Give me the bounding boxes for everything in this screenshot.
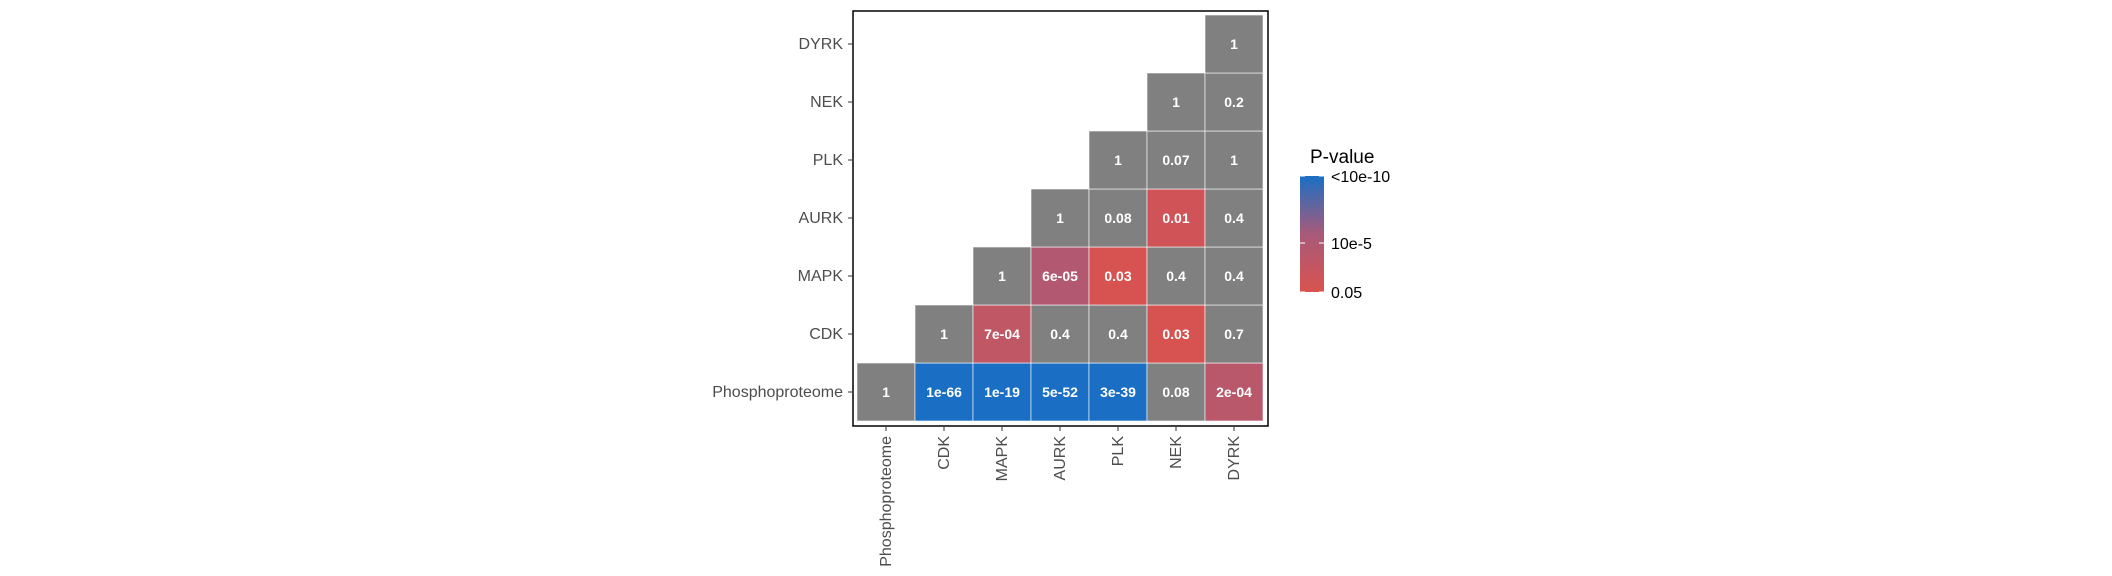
heatmap-cell [1204, 246, 1264, 306]
cell-value-label: 0.03 [1162, 326, 1189, 342]
heatmap-cell [1204, 362, 1264, 422]
heatmap-cell [1088, 130, 1148, 190]
cell-value-label: 1e-66 [926, 384, 962, 400]
cell-value-label: 0.4 [1108, 326, 1128, 342]
heatmap-cells: 1 1e-66 1e-19 5e-52 3e-39 0.08 2e-04 1 7e-04 0.4 0… [856, 14, 1264, 422]
cell-value-label: 0.01 [1162, 210, 1189, 226]
heatmap-cell [1030, 246, 1090, 306]
cell-value-label: 0.4 [1166, 268, 1186, 284]
cell-value-label: 0.03 [1104, 268, 1131, 284]
heatmap-cell [972, 362, 1032, 422]
cell-value-label: 0.4 [1224, 268, 1244, 284]
x-tick-label: DYRK [1226, 436, 1243, 481]
x-tick-label: Phosphoproteome [878, 436, 895, 567]
cell-value-label: 5e-52 [1042, 384, 1078, 400]
y-tick-label: Phosphoproteome [712, 384, 843, 401]
y-tick-label: DYRK [799, 36, 844, 53]
x-axis: Phosphoproteome CDK MAPK AURK PLK NEK DYRK [878, 426, 1243, 567]
legend-title: P-value [1310, 147, 1374, 168]
cell-value-label: 1 [998, 268, 1006, 284]
cell-value-label: 6e-05 [1042, 268, 1078, 284]
cell-value-label: 1 [1230, 152, 1238, 168]
x-tick-label: PLK [1110, 436, 1127, 467]
heatmap-cell [856, 362, 916, 422]
heatmap-cell [972, 246, 1032, 306]
legend-labels: <10e-10 10e-5 0.05 [1300, 169, 1390, 302]
heatmap-cell [1146, 304, 1206, 364]
cell-value-label: 0.4 [1050, 326, 1070, 342]
cell-value-label: 0.2 [1224, 94, 1244, 110]
heatmap-cell [1030, 304, 1090, 364]
cell-value-label: 1 [1172, 94, 1180, 110]
y-tick-label: NEK [810, 94, 843, 111]
x-tick-label: AURK [1052, 436, 1069, 481]
heatmap-cell [1088, 246, 1148, 306]
cell-value-label: 1 [1056, 210, 1064, 226]
heatmap-cell [1088, 188, 1148, 248]
heatmap-cell [1146, 188, 1206, 248]
heatmap-cell [1204, 14, 1264, 74]
heatmap-cell [1146, 246, 1206, 306]
heatmap-cell [914, 304, 974, 364]
legend-label: 10e-5 [1331, 236, 1372, 253]
cell-value-label: 1 [940, 326, 948, 342]
heatmap-cell [1146, 72, 1206, 132]
heatmap-cell [1088, 304, 1148, 364]
legend: P-value <10e-10 10e-5 0.05 [1300, 147, 1390, 302]
heatmap-cell [1204, 130, 1264, 190]
x-tick-label: CDK [936, 436, 953, 470]
cell-value-label: 0.4 [1224, 210, 1244, 226]
heatmap-cell [1204, 72, 1264, 132]
cell-value-label: 3e-39 [1100, 384, 1136, 400]
legend-label: <10e-10 [1331, 169, 1390, 186]
legend-label: 0.05 [1331, 285, 1362, 302]
y-tick-label: PLK [813, 152, 844, 169]
y-axis: Phosphoproteome CDK MAPK AURK PLK NEK DYRK [712, 36, 853, 401]
cell-value-label: 0.7 [1224, 326, 1244, 342]
heatmap-cell [972, 304, 1032, 364]
y-tick-label: MAPK [798, 268, 844, 285]
cell-value-label: 1e-19 [984, 384, 1020, 400]
legend-colorbar [1300, 176, 1324, 292]
cell-value-label: 1 [1230, 36, 1238, 52]
cell-value-label: 0.08 [1104, 210, 1131, 226]
heatmap-cell [1204, 188, 1264, 248]
x-tick-label: MAPK [994, 436, 1011, 482]
cell-value-label: 7e-04 [984, 326, 1020, 342]
y-tick-label: CDK [809, 326, 843, 343]
cell-value-label: 0.07 [1162, 152, 1189, 168]
cell-value-label: 0.08 [1162, 384, 1189, 400]
y-tick-label: AURK [799, 210, 844, 227]
cell-value-label: 1 [882, 384, 890, 400]
cell-value-label: 1 [1114, 152, 1122, 168]
heatmap-cell [1146, 130, 1206, 190]
cell-value-label: 2e-04 [1216, 384, 1252, 400]
heatmap-cell [1204, 304, 1264, 364]
x-tick-label: NEK [1168, 436, 1185, 469]
